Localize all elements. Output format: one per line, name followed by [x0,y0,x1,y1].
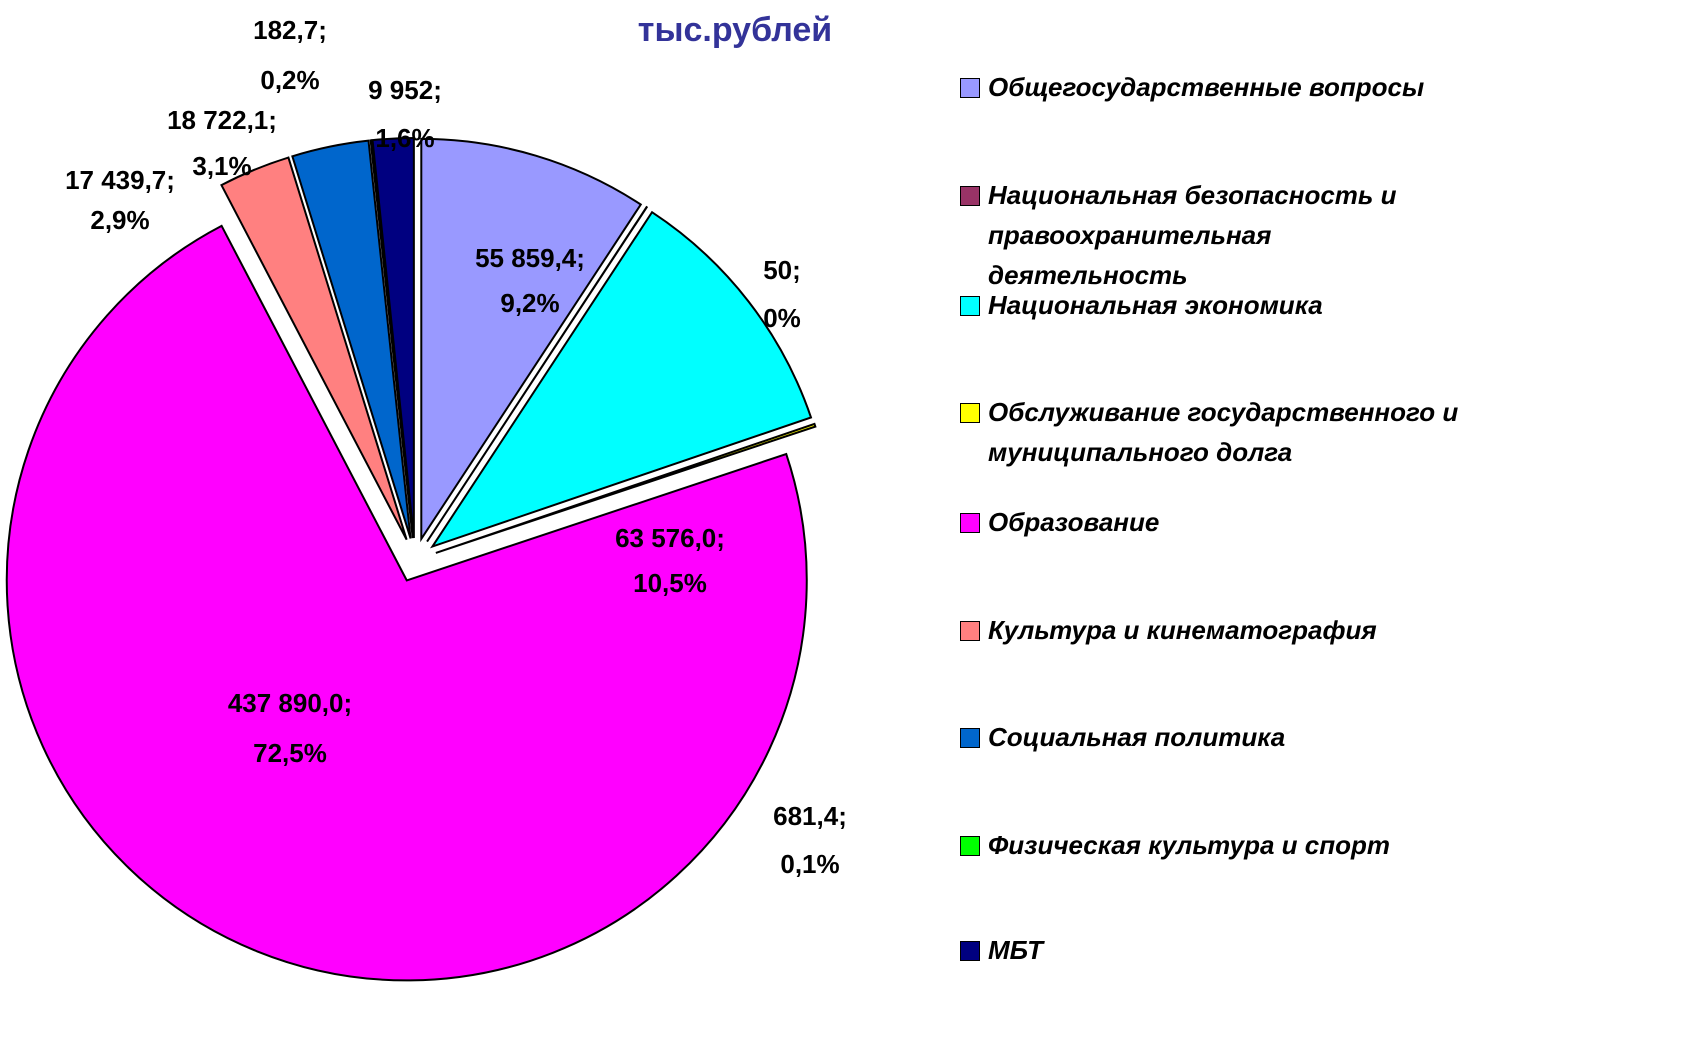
data-label: 55 859,4; [475,243,585,273]
chart-title: тыс.рублей [638,11,832,49]
legend-item: Физическая культура и спорт [960,825,1560,865]
percent-label: 3,1% [192,151,251,181]
legend-swatch [960,728,980,748]
data-label: 18 722,1; [167,105,277,135]
legend-label: Физическая культура и спорт [988,830,1390,860]
data-label: 17 439,7; [65,165,175,195]
data-label: 50; [763,255,801,285]
pie-slice [371,137,415,539]
legend-label: Культура и кинематография [988,615,1377,645]
legend-item: Общегосударственные вопросы [960,67,1560,107]
legend-item: Обслуживание государственного и муниципа… [960,392,1580,472]
legend-swatch [960,403,980,423]
data-label: 437 890,0; [228,688,352,718]
legend-swatch [960,836,980,856]
percent-label: 10,5% [633,568,707,598]
legend-item: МБТ [960,930,1560,970]
data-label: 681,4; [773,801,847,831]
legend-item: Образование [960,502,1560,542]
data-label: 9 952; [368,75,442,105]
pie-slice [426,205,649,543]
percent-label: 2,9% [90,205,149,235]
legend-swatch [960,78,980,98]
legend-swatch [960,186,980,206]
pie-slice [220,156,408,541]
pie-slice [429,210,813,549]
legend-label: Образование [988,507,1160,537]
pie-slice [435,422,817,554]
pie-slice [5,224,808,982]
percent-label: 0% [763,303,801,333]
legend-item: Национальная экономика [960,285,1560,325]
legend-label: МБТ [988,935,1043,965]
data-label: 182,7; [253,15,327,45]
legend-label: Национальная экономика [988,290,1323,320]
percent-label: 1,6% [375,123,434,153]
legend-label: Национальная безопасность и правоохранит… [988,180,1397,290]
pie-slice [291,139,412,539]
legend-item: Социальная политика [960,717,1560,757]
percent-label: 72,5% [253,738,327,768]
legend-label: Социальная политика [988,722,1286,752]
pie-slice [369,139,414,539]
pie-slice [420,137,643,543]
legend-item: Национальная безопасность и правоохранит… [960,175,1460,295]
legend-swatch [960,296,980,316]
percent-label: 0,1% [780,849,839,879]
legend-item: Культура и кинематография [960,610,1560,650]
legend-label: Общегосударственные вопросы [988,72,1425,102]
legend-label: Обслуживание государственного и муниципа… [988,397,1459,467]
percent-label: 9,2% [500,288,559,318]
legend-swatch [960,941,980,961]
percent-label: 0,2% [260,65,319,95]
legend-swatch [960,621,980,641]
data-label: 63 576,0; [615,523,725,553]
legend-swatch [960,513,980,533]
